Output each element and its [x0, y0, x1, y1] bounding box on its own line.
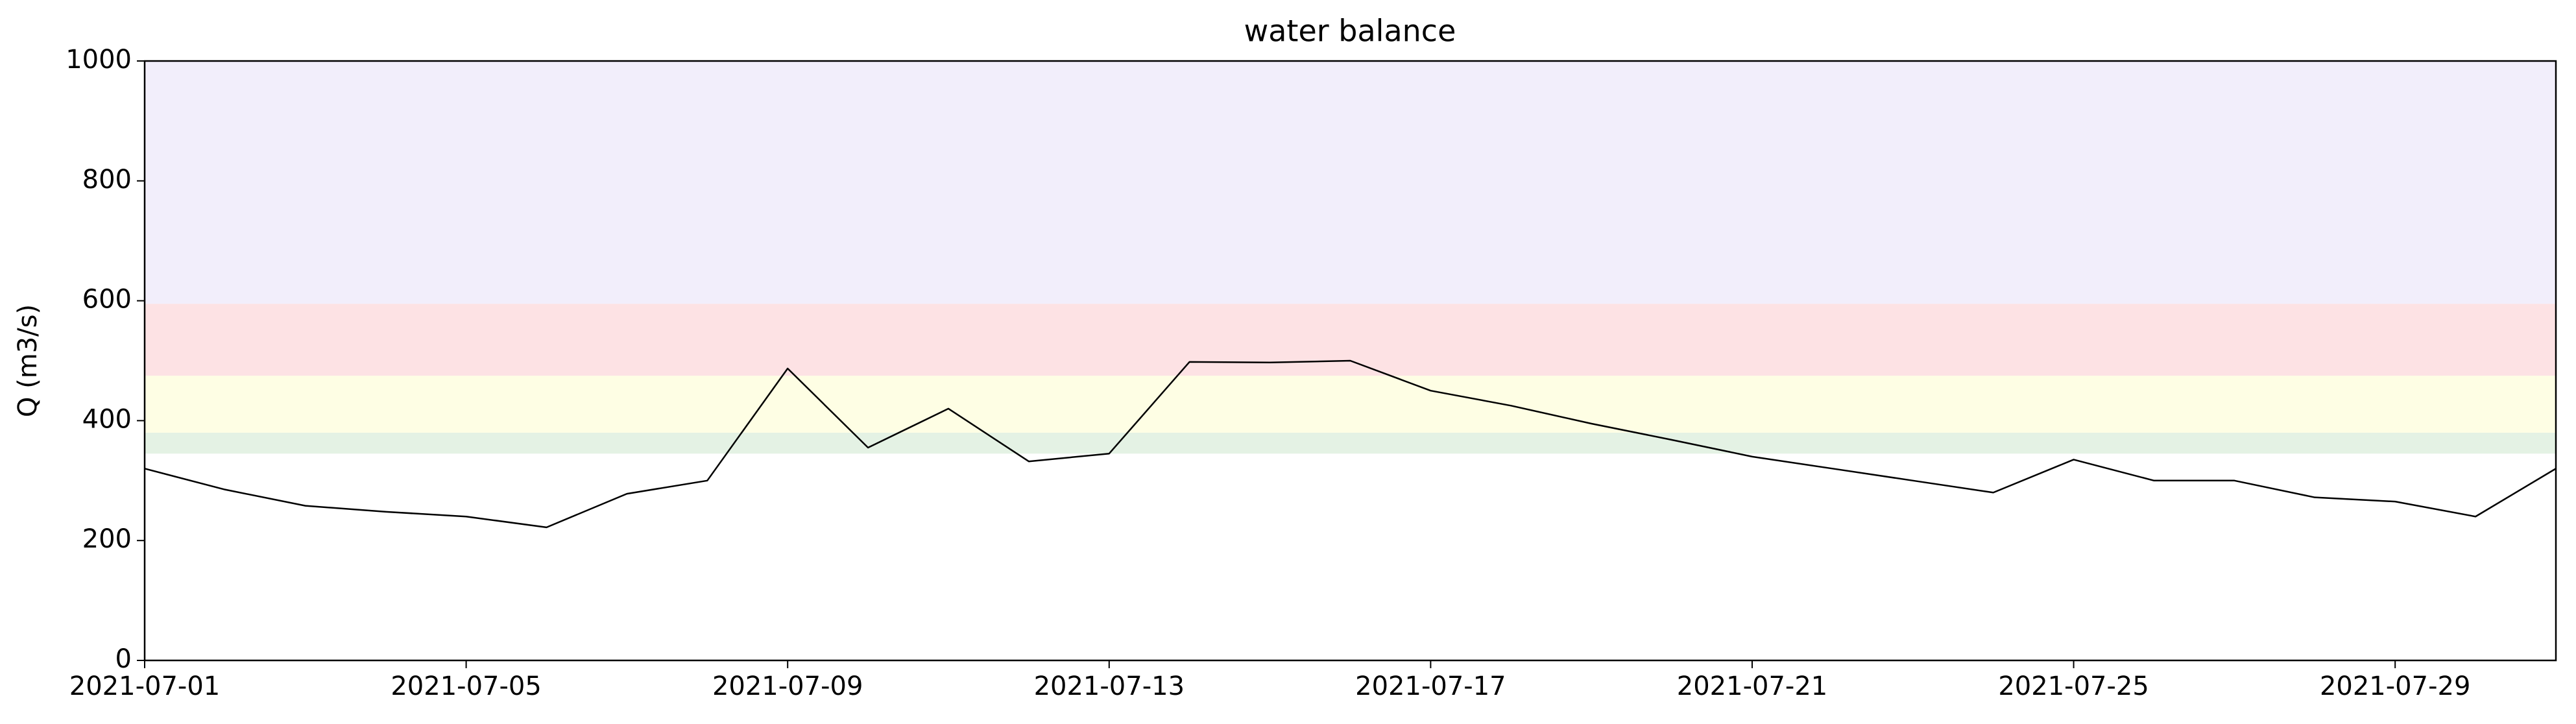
x-tick-label: 2021-07-09	[712, 671, 863, 701]
plot-frame	[143, 60, 2557, 662]
threshold-band	[145, 61, 2556, 304]
y-tick-label: 800	[82, 165, 132, 195]
x-tick-label: 2021-07-29	[2320, 671, 2470, 701]
x-tick-label: 2021-07-25	[1998, 671, 2149, 701]
x-tick-label: 2021-07-05	[391, 671, 541, 701]
x-tick-label: 2021-07-01	[69, 671, 220, 701]
y-tick-label: 0	[115, 644, 132, 674]
x-tick-label: 2021-07-13	[1034, 671, 1185, 701]
y-tick-label: 200	[82, 524, 132, 554]
chart-title: water balance	[1244, 14, 1456, 49]
y-tick-label: 400	[82, 404, 132, 434]
x-tick-label: 2021-07-17	[1355, 671, 1506, 701]
y-tick-label: 1000	[66, 45, 132, 75]
threshold-band	[145, 432, 2556, 454]
y-tick-label: 600	[82, 285, 132, 315]
x-tick-label: 2021-07-21	[1677, 671, 1827, 701]
data-line	[144, 359, 2557, 529]
threshold-band	[145, 376, 2556, 433]
y-axis-label: Q (m3/s)	[13, 304, 43, 417]
threshold-band	[145, 304, 2556, 376]
